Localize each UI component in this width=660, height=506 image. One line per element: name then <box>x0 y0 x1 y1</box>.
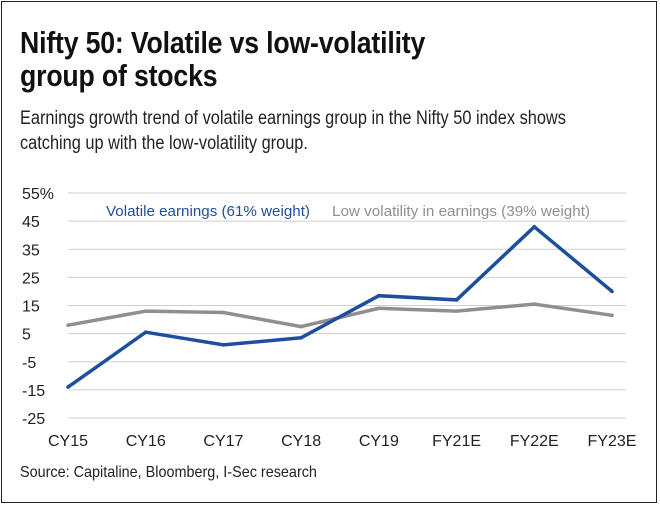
subtitle-line-1: Earnings growth trend of volatile earnin… <box>20 108 566 129</box>
y-tick-label: -15 <box>22 383 45 400</box>
data-point <box>221 310 226 315</box>
data-point <box>532 302 537 306</box>
legend-entry: Volatile earnings (61% weight) <box>106 203 310 220</box>
x-axis-ticks: CY15 CY16 CY17 CY18 CY19 FY21E FY22E FY23E <box>48 433 636 450</box>
data-point <box>377 293 381 298</box>
x-tick-label: CY15 <box>48 433 88 450</box>
y-tick-label: 55% <box>22 186 54 203</box>
x-tick-label: CY16 <box>126 433 166 450</box>
legend: Volatile earnings (61% weight) Low volati… <box>106 203 590 220</box>
title-line-1: Nifty 50: Volatile vs low-volatility <box>20 25 426 60</box>
y-tick-label: -5 <box>22 355 36 372</box>
gridlines <box>68 192 626 419</box>
data-point <box>610 313 614 318</box>
x-tick-label: FY22E <box>510 433 559 450</box>
x-tick-label: CY17 <box>203 433 243 450</box>
y-tick-label: 35 <box>22 242 40 259</box>
y-tick-label: -25 <box>22 411 45 428</box>
data-point <box>143 309 148 313</box>
data-point <box>377 306 381 311</box>
y-tick-label: 45 <box>22 214 40 231</box>
data-point <box>299 324 303 329</box>
chart-subtitle: Earnings growth trend of volatile earnin… <box>20 106 639 156</box>
data-point <box>66 385 70 389</box>
x-tick-label: FY23E <box>588 433 637 450</box>
series-line-volatile <box>66 224 614 389</box>
data-point <box>221 343 226 347</box>
x-tick-label: FY21E <box>432 433 481 450</box>
data-point <box>454 309 459 313</box>
data-point <box>299 336 303 340</box>
title-line-2: group of stocks <box>20 58 218 93</box>
series-lines <box>66 224 614 389</box>
subtitle-line-2: catching up with the low-volatility grou… <box>20 133 308 154</box>
data-point <box>610 289 614 294</box>
legend-entry: Low volatility in earnings (39% weight) <box>332 203 590 220</box>
source-note: Source: Capitaline, Bloomberg, I-Sec res… <box>20 464 317 481</box>
x-tick-label: CY19 <box>359 433 399 450</box>
data-point <box>66 323 70 327</box>
y-tick-label: 25 <box>22 270 40 287</box>
x-tick-label: CY18 <box>281 433 321 450</box>
data-point <box>532 224 537 229</box>
y-tick-label: 5 <box>22 327 31 344</box>
y-tick-label: 15 <box>22 299 40 316</box>
data-point <box>454 298 459 302</box>
chart-title: Nifty 50: Volatile vs low-volatility gro… <box>20 26 553 92</box>
data-point <box>143 330 148 335</box>
y-axis-ticks: 55% 45 35 25 15 5 -5 -15 -25 <box>22 186 54 428</box>
